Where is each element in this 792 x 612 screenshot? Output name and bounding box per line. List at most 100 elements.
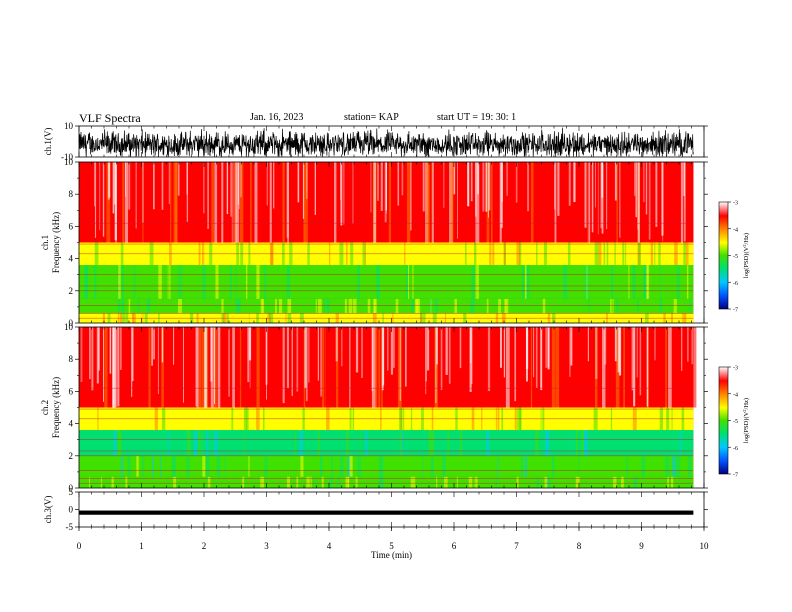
spectrogram-texture xyxy=(686,327,690,408)
spectrogram-texture xyxy=(287,162,289,243)
spectrogram-texture xyxy=(349,455,353,477)
spectrogram-texture xyxy=(611,298,614,314)
spectrogram-streak xyxy=(506,162,508,196)
spectrogram-streak xyxy=(533,327,535,378)
spectrogram-texture xyxy=(159,455,162,477)
spectrogram-texture xyxy=(610,327,615,408)
spectrogram-texture xyxy=(230,265,232,299)
spectrogram-streak xyxy=(102,162,105,237)
spectrogram-texture xyxy=(221,162,224,243)
spectrogram-texture xyxy=(413,476,416,488)
spectrogram-texture xyxy=(173,476,177,488)
spectrogram-texture xyxy=(665,455,670,477)
spectrogram-streak xyxy=(477,162,479,195)
spectrogram-texture xyxy=(239,162,244,243)
spectrogram-texture xyxy=(378,327,381,408)
spectrogram-streak xyxy=(435,327,437,404)
spectrogram-texture xyxy=(501,476,504,488)
colorbar-tick-label: -3 xyxy=(733,366,738,372)
spectrogram-texture xyxy=(554,162,557,243)
spectrogram-texture xyxy=(536,476,540,488)
spectrogram-streak xyxy=(135,162,137,229)
spectrogram-texture xyxy=(388,162,392,243)
spectrogram-streak xyxy=(453,162,456,195)
spectrogram-texture xyxy=(570,430,573,456)
spectrogram-texture xyxy=(306,476,310,488)
spectrogram-texture xyxy=(489,476,492,488)
spectrogram-texture xyxy=(324,327,327,408)
colorbar-tick-label: -5 xyxy=(733,254,738,260)
x-tick-label: 4 xyxy=(327,541,332,551)
spectrogram-texture xyxy=(584,265,589,299)
spectrogram-streak xyxy=(386,162,388,214)
spectrogram-texture xyxy=(294,430,296,456)
spectrogram-texture xyxy=(450,162,454,243)
spectrogram-texture xyxy=(173,455,176,477)
spectrogram-texture xyxy=(519,430,523,456)
spectrogram-texture xyxy=(473,476,476,488)
spectrogram-texture xyxy=(206,430,209,456)
spectrogram-texture xyxy=(170,162,172,243)
spectrogram-streak xyxy=(286,162,289,238)
spectrogram-texture xyxy=(214,162,218,243)
spectrogram-texture xyxy=(379,476,384,488)
spectrogram-texture xyxy=(260,476,264,488)
spectrogram-texture xyxy=(239,476,243,488)
spectrogram-texture xyxy=(254,162,258,243)
spectrogram-texture xyxy=(624,327,628,408)
spectrogram-streak xyxy=(108,162,111,198)
y-tick-label: 0 xyxy=(69,483,74,493)
spectrogram-texture xyxy=(347,455,350,477)
x-tick-label: 3 xyxy=(264,541,269,551)
spectrogram-texture xyxy=(165,430,170,456)
spectrogram-streak xyxy=(237,162,239,205)
spectrogram-streak xyxy=(485,162,488,212)
spectrogram-band xyxy=(79,298,694,314)
spectrogram-texture xyxy=(680,455,682,477)
spectrogram-texture xyxy=(689,298,691,314)
spectrogram-texture xyxy=(286,265,291,299)
spectrogram-texture xyxy=(319,476,321,488)
spectrogram-streak xyxy=(545,327,548,368)
y-tick-label: -5 xyxy=(66,522,74,532)
y-tick-label: 10 xyxy=(64,322,74,332)
spectrogram-texture xyxy=(315,298,317,314)
spectrogram-streak xyxy=(514,327,517,402)
spectrogram-texture xyxy=(127,455,131,477)
spectrogram-texture xyxy=(600,455,602,477)
x-tick-label: 7 xyxy=(514,541,519,551)
spectrogram-streak xyxy=(594,162,596,208)
spectrogram-texture xyxy=(345,476,350,488)
spectrogram-streak xyxy=(631,327,634,391)
spectrogram-texture xyxy=(205,455,210,477)
spectrogram-texture xyxy=(675,455,678,477)
spectrogram-texture xyxy=(635,265,638,299)
spectrogram-texture xyxy=(304,162,308,243)
spectrogram-streak xyxy=(427,327,430,371)
y-tick-label: -10 xyxy=(61,152,73,162)
spectrogram-streak xyxy=(499,327,502,368)
spectrogram-streak xyxy=(470,162,473,202)
spectrogram-streak xyxy=(597,162,599,235)
spectrogram-streak xyxy=(401,162,404,196)
spectrogram-streak xyxy=(535,327,538,388)
spectrogram-texture xyxy=(245,265,248,299)
spectrogram-texture xyxy=(133,162,138,243)
spectrogram-texture xyxy=(373,476,375,488)
spectrogram-texture xyxy=(275,298,278,314)
spectrogram-streak xyxy=(207,162,209,229)
spectrogram-texture xyxy=(410,476,414,488)
spectrogram-texture xyxy=(269,162,272,243)
spectrogram-texture xyxy=(151,455,154,477)
spectrogram-texture xyxy=(319,455,323,477)
spectrogram-streak xyxy=(291,327,293,396)
colorbar xyxy=(718,366,729,475)
spectrogram-texture xyxy=(692,327,697,408)
spectrogram-texture xyxy=(610,162,614,243)
y-tick-label: 0 xyxy=(69,318,74,328)
spectrogram-texture xyxy=(343,430,346,456)
y-tick-label: 4 xyxy=(69,419,74,429)
spectrogram-texture xyxy=(563,327,566,408)
spectrogram-streak xyxy=(683,162,686,242)
